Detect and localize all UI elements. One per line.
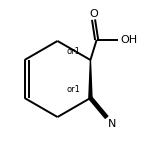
Text: or1: or1 [66,85,80,94]
Text: OH: OH [121,35,138,45]
Polygon shape [89,60,92,98]
Text: O: O [89,9,98,19]
Text: N: N [108,119,116,129]
Text: or1: or1 [66,47,80,56]
